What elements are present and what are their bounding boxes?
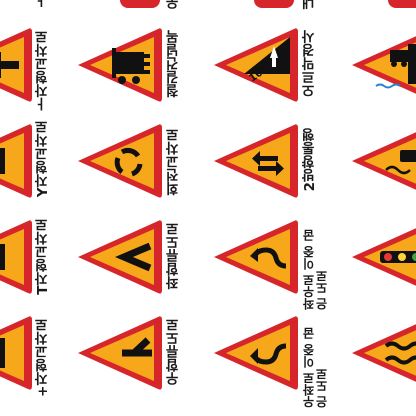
- sign-label-t: ㅏ자형교차로: [35, 30, 51, 111]
- two-way-sign: [208, 120, 300, 202]
- steep-uphill-icon: [244, 37, 290, 74]
- traffic-signal-sign: [346, 216, 416, 298]
- two-way-traffic-icon: [252, 151, 284, 176]
- left-merge-icon: [115, 242, 152, 272]
- t-junction-sign: [0, 24, 34, 106]
- steep-uphill-sign: 10%: [208, 24, 300, 106]
- roundabout-icon: [114, 147, 143, 177]
- top-partial-label-2: 우: [166, 0, 182, 10]
- left-merge-sign: [72, 216, 164, 298]
- uneven-road-icon: [384, 341, 416, 365]
- slippery-road-icon: [385, 150, 416, 175]
- sign-label-merge: 좌합류도로: [166, 222, 182, 290]
- crossroads-sign: [0, 312, 34, 394]
- top-partial-label-1: ㅏ: [35, 0, 51, 8]
- double-curve-right-sign: [208, 312, 300, 394]
- t-junction-icon: [0, 52, 1, 78]
- y-junction-sign: [0, 120, 34, 202]
- t-intersection-icon: [0, 244, 5, 270]
- sign-label-rmerge: 우합류도로: [166, 318, 182, 386]
- sign-label-crossing: 철길건널목: [166, 30, 182, 98]
- level-crossing-sign: [72, 24, 164, 106]
- sign-label-roundabout: 회전교차로: [166, 128, 182, 196]
- level-crossing-icon: [112, 48, 150, 84]
- top-partial-label-3: 내: [302, 0, 318, 10]
- traffic-signal-icon: [380, 251, 416, 263]
- right-merge-icon: [122, 337, 152, 357]
- t-intersection-sign: [0, 216, 34, 298]
- partial-sign-fragment: [388, 0, 416, 8]
- partial-sign-fragment: [120, 0, 160, 8]
- right-merge-sign: [72, 312, 164, 394]
- sign-label-twoway: 2방향통행: [302, 128, 318, 192]
- double-curve-sign: [208, 216, 300, 298]
- riverbank-icon: [390, 44, 416, 84]
- double-curve-left-icon: [251, 247, 287, 269]
- sign-label-y: Y자형교차로: [35, 120, 51, 198]
- sign-label-curve: 좌우로 이중 굽은 도로: [302, 229, 329, 310]
- slippery-sign: [346, 120, 416, 202]
- uneven-road-sign: [346, 312, 416, 394]
- sign-label-cross: +자형교차로: [35, 318, 51, 397]
- partial-sign-fragment: [254, 0, 294, 8]
- sign-label-rcurve: 우좌로 이중 굽은 도로: [302, 327, 329, 408]
- riverbank-sign: [346, 24, 416, 106]
- sign-label-uphill: 오르막경사: [302, 30, 318, 98]
- roundabout-sign: [72, 120, 164, 202]
- sign-label-tjunc: T자형교차로: [35, 218, 51, 295]
- y-junction-icon: [0, 148, 5, 174]
- double-curve-right-icon: [251, 343, 287, 365]
- crossroads-icon: [0, 338, 5, 368]
